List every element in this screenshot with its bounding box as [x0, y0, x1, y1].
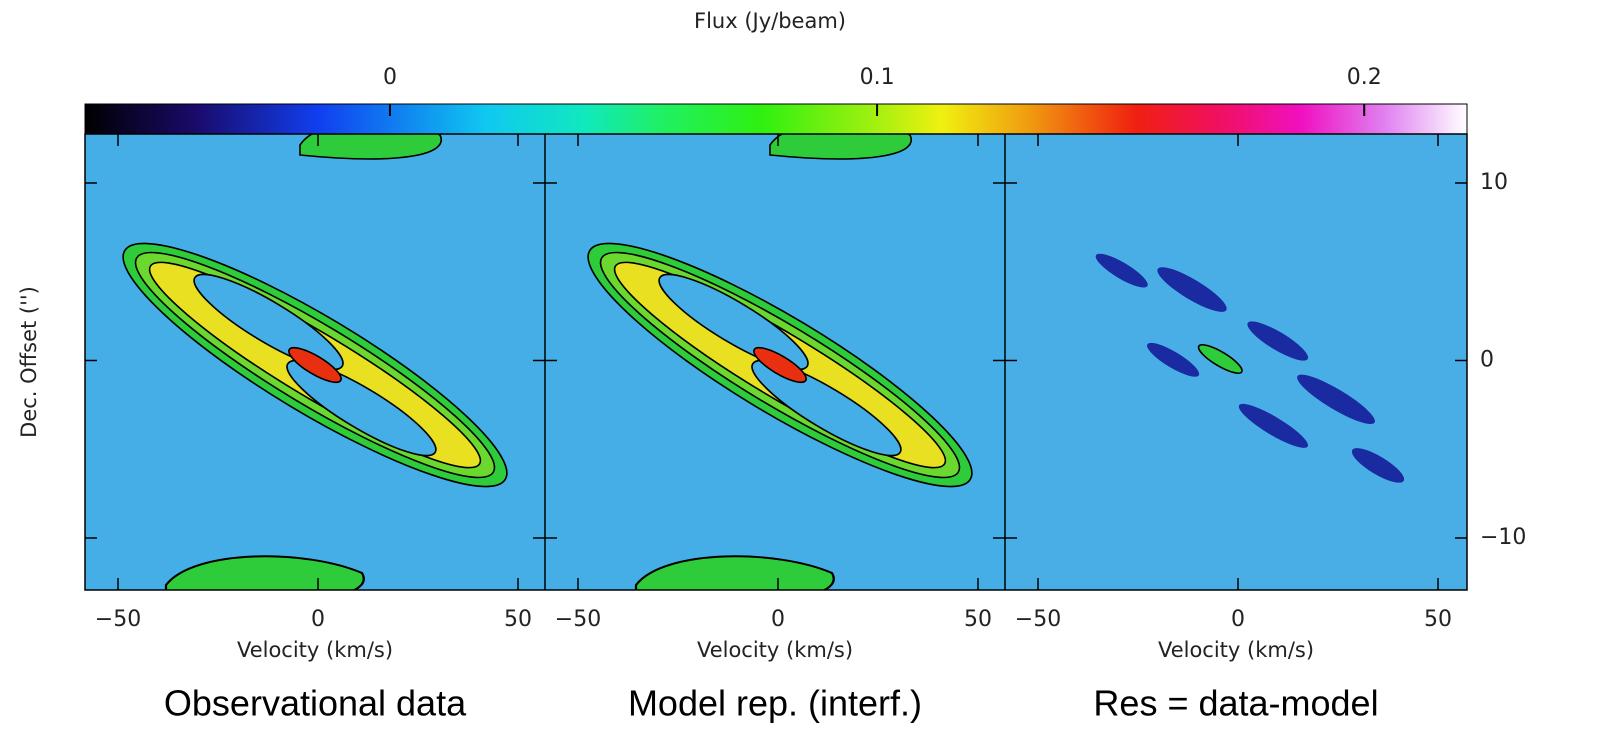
x-tick-label: 0: [311, 607, 325, 632]
x-tick-label: 50: [1424, 607, 1452, 632]
frame: [84, 133, 1468, 591]
x-axis-label: Velocity (km/s): [1158, 638, 1314, 662]
colorbar-tick-label: 0: [383, 65, 397, 90]
y-tick-label: 10: [1480, 170, 1508, 195]
colorbar-tick-label: 0.2: [1347, 65, 1382, 90]
colorbar: [84, 103, 1468, 135]
x-tick-label: 50: [504, 607, 532, 632]
y-axis-label: Dec. Offset (''): [17, 286, 41, 438]
panel-caption: Model rep. (interf.): [628, 683, 922, 724]
x-tick-label: −50: [555, 607, 601, 632]
colorbar-tick-label: 0.1: [860, 65, 895, 90]
panel-image: [1005, 134, 1467, 590]
x-tick-label: 0: [1231, 607, 1245, 632]
panel-caption: Res = data-model: [1093, 683, 1378, 724]
x-tick-label: 0: [771, 607, 785, 632]
y-tick-label: 0: [1480, 347, 1494, 372]
panel-caption: Observational data: [164, 683, 467, 724]
x-axis-label: Velocity (km/s): [697, 638, 853, 662]
x-tick-label: −50: [95, 607, 141, 632]
x-tick-label: 50: [964, 607, 992, 632]
x-axis-label: Velocity (km/s): [237, 638, 393, 662]
y-tick-label: −10: [1480, 525, 1526, 550]
x-tick-label: −50: [1015, 607, 1061, 632]
panel-image: [85, 134, 545, 590]
colorbar-title: Flux (Jy/beam): [694, 9, 846, 33]
panel-image: [545, 134, 1005, 590]
